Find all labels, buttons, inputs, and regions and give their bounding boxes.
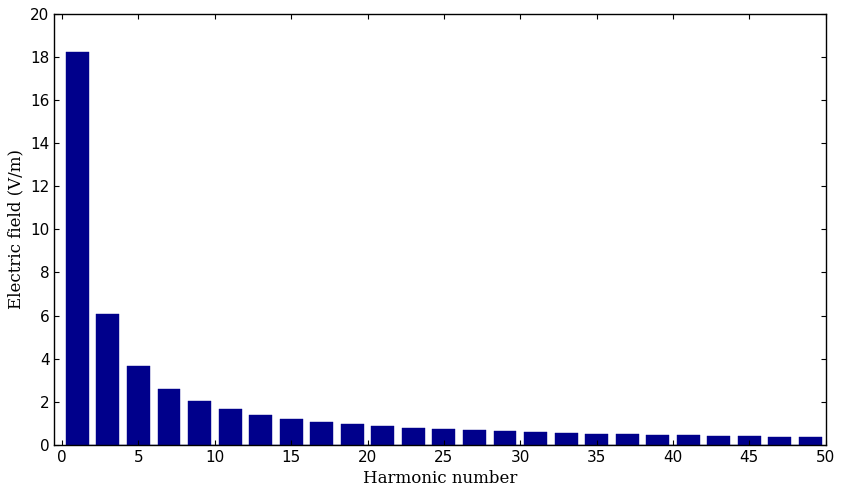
Bar: [524, 432, 547, 445]
Bar: [493, 432, 517, 445]
Bar: [402, 428, 425, 445]
X-axis label: Harmonic number: Harmonic number: [362, 470, 518, 488]
Bar: [280, 419, 303, 445]
Bar: [310, 422, 333, 445]
Bar: [218, 409, 242, 445]
Bar: [372, 426, 395, 445]
Bar: [555, 433, 577, 445]
Bar: [96, 314, 120, 445]
Bar: [158, 389, 180, 445]
Bar: [647, 435, 669, 445]
Bar: [707, 436, 730, 445]
Bar: [769, 437, 792, 445]
Bar: [66, 52, 89, 445]
Bar: [341, 424, 363, 445]
Bar: [615, 434, 639, 445]
Bar: [188, 401, 211, 445]
Bar: [677, 436, 700, 445]
Bar: [585, 434, 608, 445]
Bar: [127, 366, 150, 445]
Bar: [432, 429, 455, 445]
Bar: [250, 415, 272, 445]
Bar: [799, 437, 822, 445]
Bar: [463, 431, 486, 445]
Bar: [738, 436, 761, 445]
Y-axis label: Electric field (V/m): Electric field (V/m): [8, 149, 24, 309]
